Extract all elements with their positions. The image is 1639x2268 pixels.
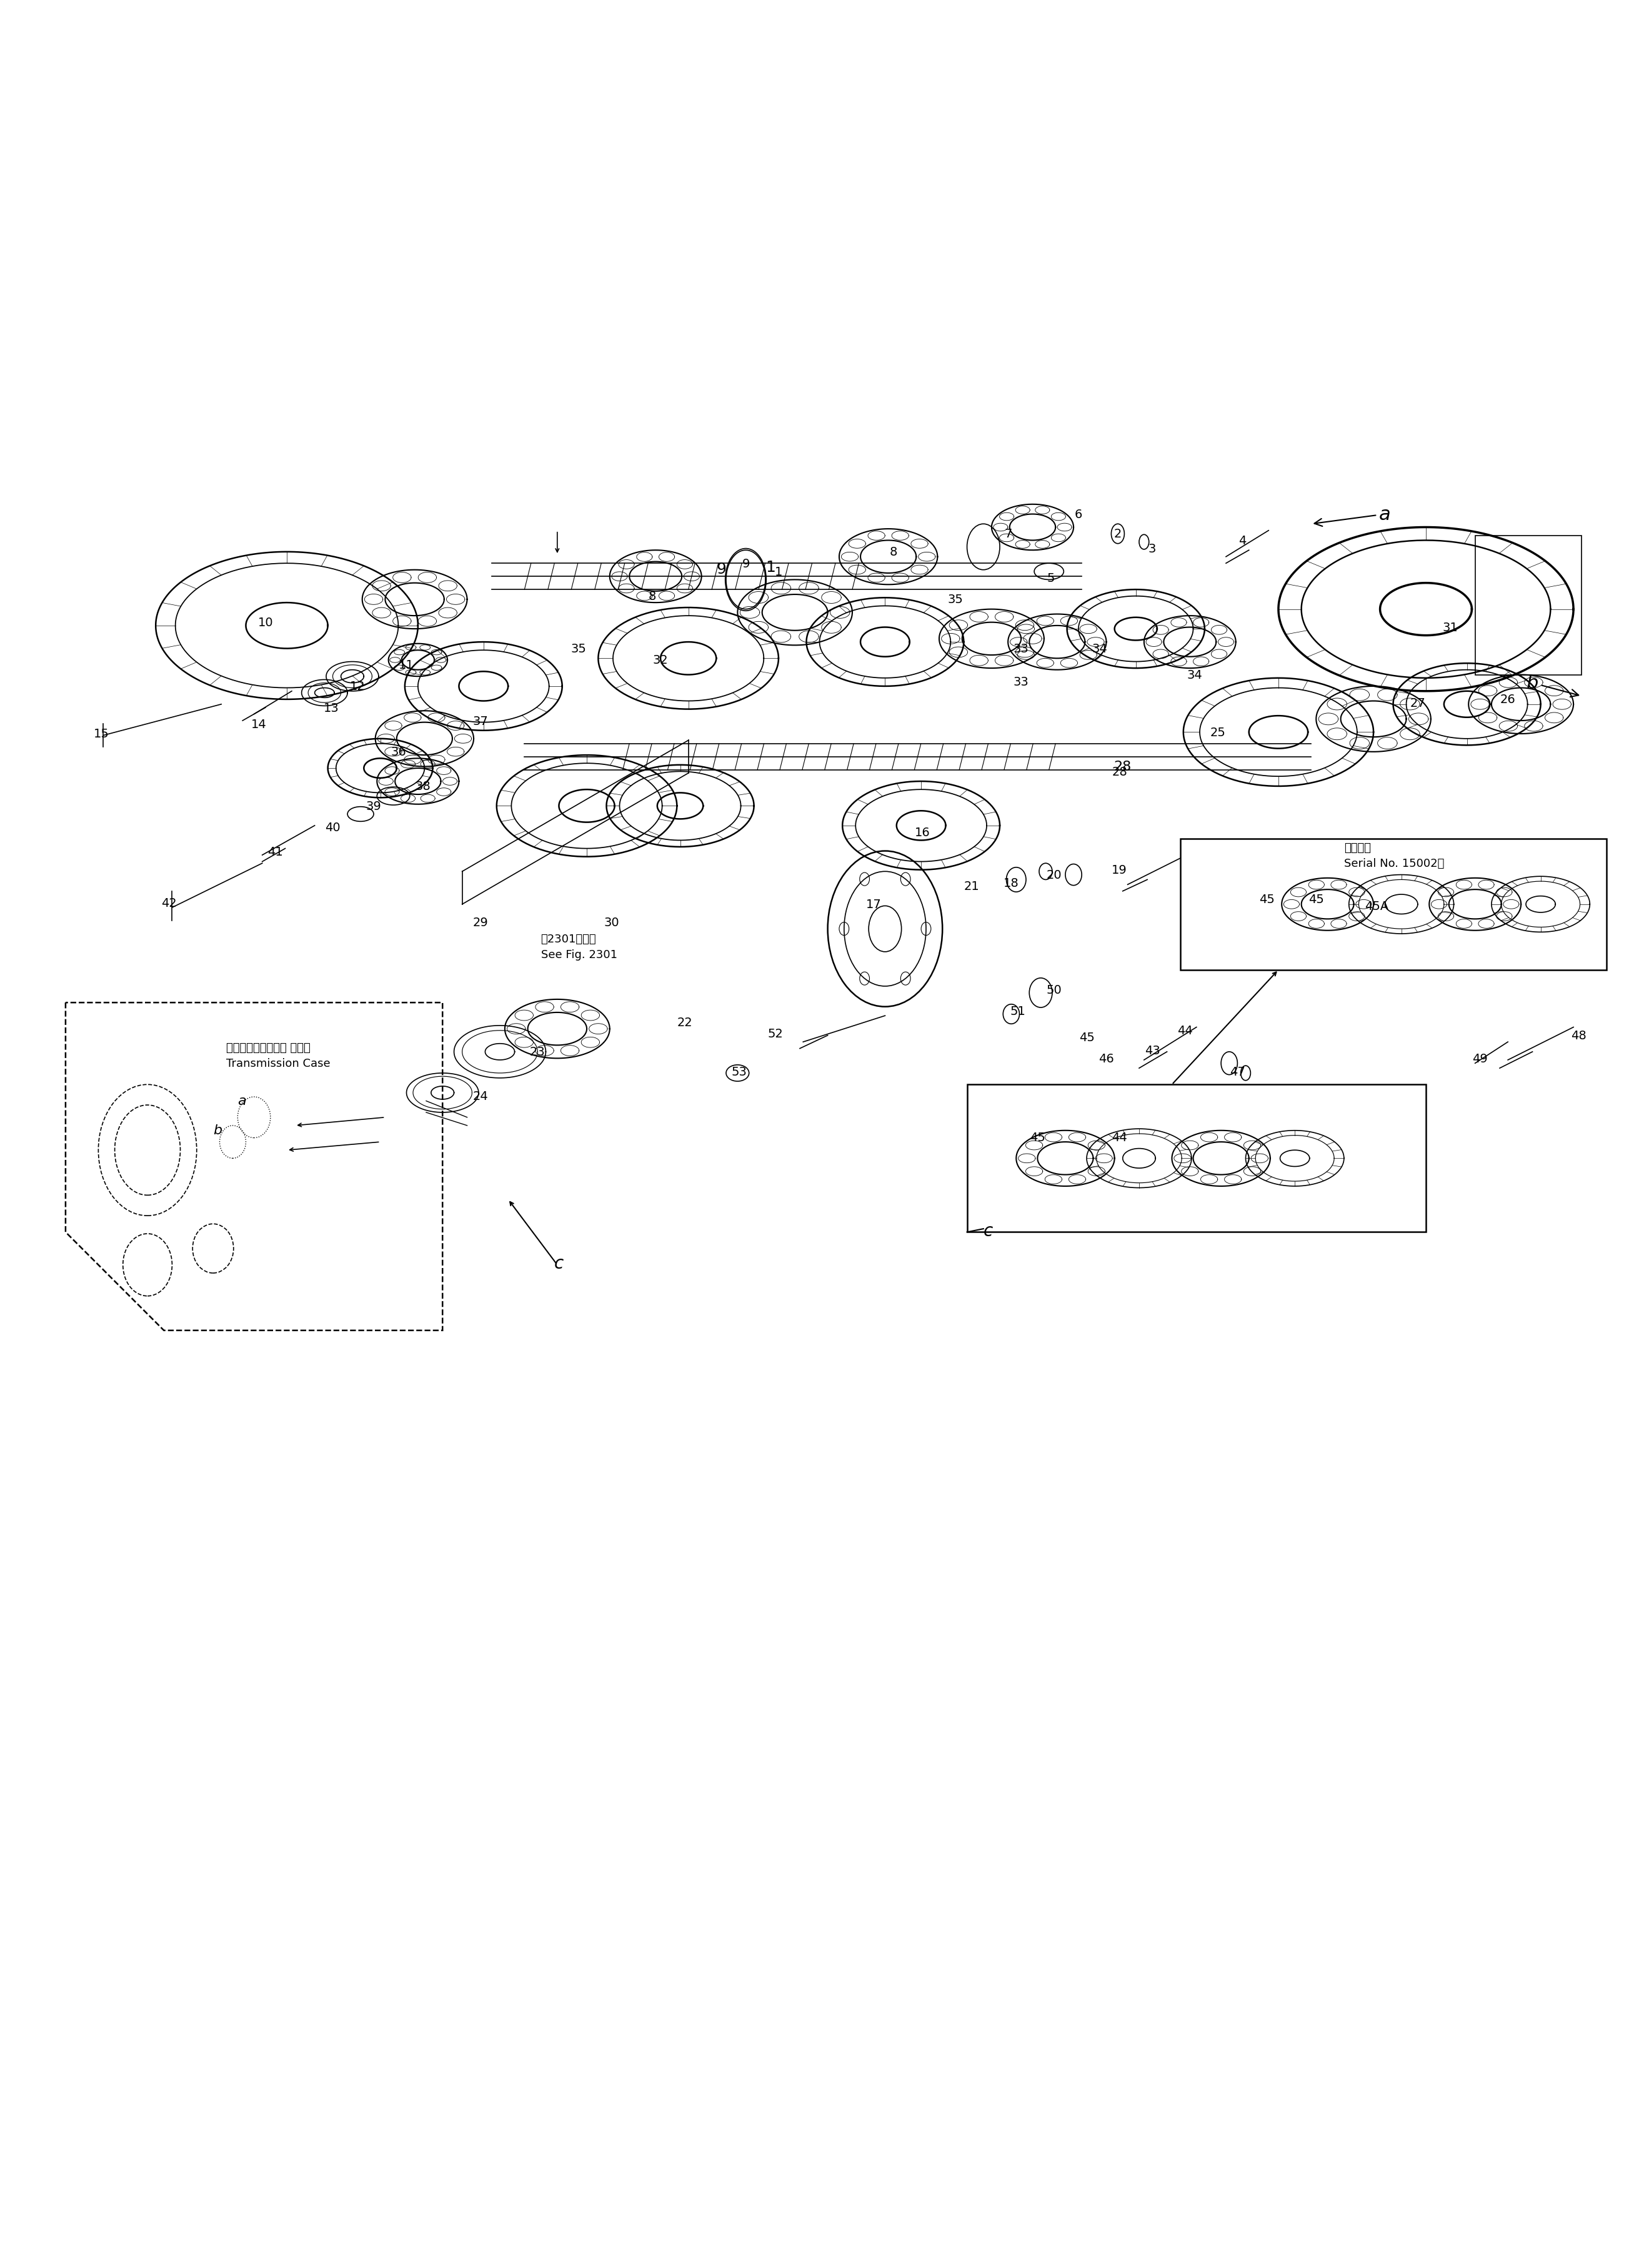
- Text: 25: 25: [1210, 726, 1226, 739]
- Text: 33: 33: [1013, 676, 1029, 687]
- Text: a: a: [1314, 506, 1392, 526]
- Text: c: c: [983, 1222, 993, 1238]
- Text: 24: 24: [472, 1091, 488, 1102]
- Text: 6: 6: [1075, 508, 1082, 519]
- Text: 39: 39: [365, 801, 382, 812]
- Text: 47: 47: [1229, 1066, 1246, 1077]
- Text: 適用号機
Serial No. 15002～: 適用号機 Serial No. 15002～: [1344, 841, 1444, 869]
- Text: 16: 16: [915, 826, 931, 839]
- Text: 40: 40: [325, 821, 341, 832]
- Text: 44: 44: [1111, 1132, 1128, 1143]
- Text: 21: 21: [964, 880, 980, 894]
- Text: 5: 5: [1047, 572, 1054, 585]
- Text: 8: 8: [890, 547, 897, 558]
- Text: 31: 31: [1442, 621, 1459, 633]
- Text: 32: 32: [652, 655, 669, 667]
- Text: 2: 2: [1115, 528, 1121, 540]
- Text: 20: 20: [1046, 869, 1062, 880]
- Text: 18: 18: [1003, 878, 1019, 889]
- Text: 38: 38: [415, 780, 431, 792]
- Text: 8: 8: [649, 590, 656, 603]
- Text: 1: 1: [765, 560, 775, 576]
- Text: 51: 51: [1010, 1005, 1026, 1016]
- Text: 27: 27: [1410, 696, 1426, 710]
- Text: 17: 17: [865, 898, 882, 909]
- Text: 3: 3: [1149, 542, 1155, 556]
- Text: 26: 26: [1500, 694, 1516, 705]
- Text: 28: 28: [1115, 760, 1131, 773]
- Text: 4: 4: [1239, 535, 1246, 547]
- Text: 19: 19: [1111, 864, 1128, 875]
- Text: 45: 45: [1308, 894, 1324, 905]
- Text: 50: 50: [1046, 984, 1062, 996]
- Text: 44: 44: [1177, 1025, 1193, 1036]
- Text: 9: 9: [742, 558, 749, 569]
- Text: 42: 42: [161, 896, 177, 909]
- Text: 41: 41: [267, 846, 284, 857]
- Text: 15: 15: [93, 728, 110, 739]
- Text: 29: 29: [472, 916, 488, 928]
- Text: 9: 9: [716, 562, 726, 576]
- Text: 48: 48: [1570, 1030, 1587, 1041]
- Text: 30: 30: [603, 916, 620, 928]
- Text: 28: 28: [1111, 767, 1128, 778]
- Text: b: b: [213, 1125, 221, 1136]
- Text: 12: 12: [349, 680, 365, 692]
- Text: 35: 35: [947, 594, 964, 606]
- Text: 10: 10: [257, 617, 274, 628]
- Text: 1: 1: [775, 567, 782, 578]
- Text: a: a: [238, 1095, 246, 1107]
- Text: 14: 14: [251, 719, 267, 730]
- Text: 7: 7: [1005, 528, 1011, 540]
- Text: トランスミッション ケース
Transmission Case: トランスミッション ケース Transmission Case: [226, 1041, 331, 1068]
- Text: 11: 11: [398, 660, 415, 671]
- Text: 53: 53: [731, 1066, 747, 1077]
- Text: 45: 45: [1078, 1032, 1095, 1043]
- Text: 45: 45: [1259, 894, 1275, 905]
- Text: 45A: 45A: [1365, 900, 1388, 912]
- Text: 49: 49: [1472, 1052, 1488, 1064]
- Text: 37: 37: [472, 714, 488, 728]
- Text: 33: 33: [1013, 642, 1029, 655]
- Text: c: c: [554, 1254, 564, 1272]
- Text: 34: 34: [1092, 642, 1108, 655]
- Text: 46: 46: [1098, 1052, 1115, 1064]
- Text: 22: 22: [677, 1016, 693, 1027]
- Text: 34: 34: [1187, 669, 1203, 680]
- Text: 43: 43: [1144, 1046, 1160, 1057]
- Text: 第2301図参照
See Fig. 2301: 第2301図参照 See Fig. 2301: [541, 934, 618, 962]
- Text: 45: 45: [1029, 1132, 1046, 1143]
- Text: 35: 35: [570, 642, 587, 655]
- Text: 36: 36: [390, 746, 406, 758]
- Text: 13: 13: [323, 703, 339, 714]
- Text: 23: 23: [529, 1046, 546, 1057]
- Text: b: b: [1526, 674, 1578, 696]
- Text: 52: 52: [767, 1027, 783, 1041]
